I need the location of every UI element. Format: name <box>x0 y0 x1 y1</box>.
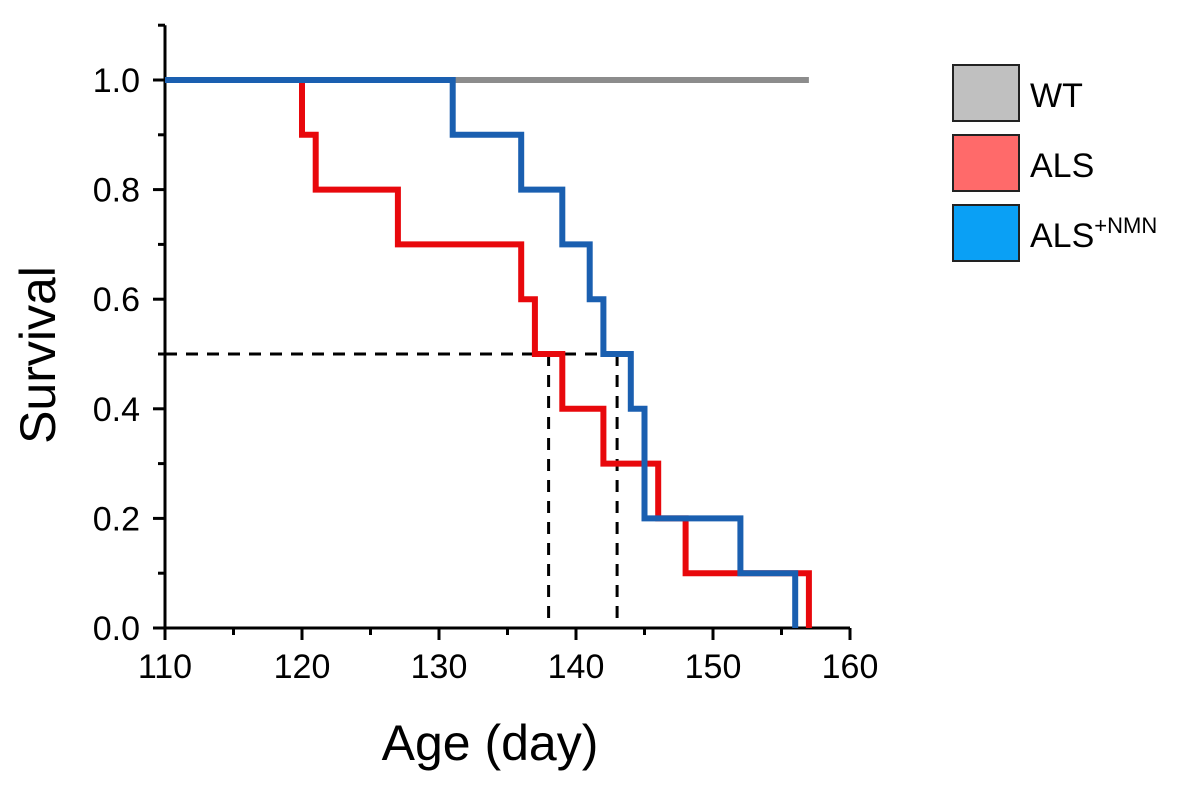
x-tick-label: 120 <box>274 648 331 686</box>
legend-label: WT <box>1030 77 1083 115</box>
legend-label: ALS <box>1030 147 1094 185</box>
x-tick-label: 140 <box>548 648 605 686</box>
y-axis-label: Survival <box>10 266 66 444</box>
legend-swatch <box>952 134 1020 192</box>
x-axis-label: Age (day) <box>382 715 599 771</box>
x-tick-label: 110 <box>138 648 192 686</box>
y-tick-labels: 0.0 0.2 0.4 0.6 0.8 1.0 <box>93 62 140 648</box>
y-tick-label: 0.4 <box>93 391 140 429</box>
x-tick-label: 160 <box>822 648 879 686</box>
legend-swatch <box>952 204 1020 262</box>
x-tick-label: 150 <box>685 648 742 686</box>
legend: WT ALS ALS+NMN <box>952 64 1157 262</box>
y-tick-label: 0.2 <box>93 500 140 538</box>
median-annotations <box>165 352 619 628</box>
axes <box>153 23 852 640</box>
y-tick-label: 0.0 <box>93 610 140 648</box>
y-tick-label: 0.8 <box>93 172 140 210</box>
y-tick-label: 0.6 <box>93 281 140 319</box>
y-tick-label: 1.0 <box>93 62 140 100</box>
x-tick-label: 130 <box>411 648 468 686</box>
series-line-als-nmn <box>165 77 799 628</box>
legend-label: ALS+NMN <box>1030 213 1157 255</box>
series-lines <box>165 77 812 628</box>
legend-swatch <box>952 64 1020 122</box>
x-tick-labels: 110 120 130 140 150 160 <box>138 648 878 686</box>
